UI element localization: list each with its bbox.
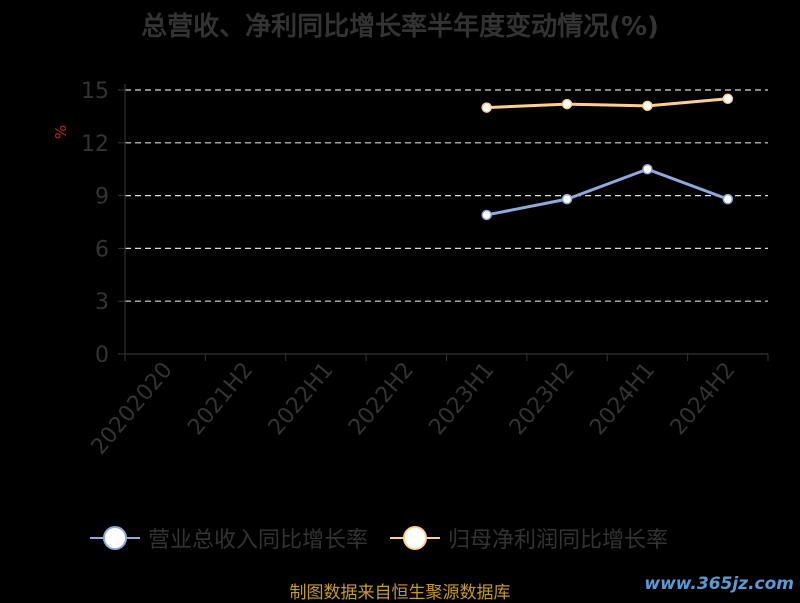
- legend-swatch-revenue: [90, 525, 140, 551]
- y-tick-label: 6: [95, 237, 109, 262]
- y-tick-label: 15: [81, 79, 109, 104]
- data-point: [561, 98, 573, 110]
- series-line-0: [486, 167, 729, 217]
- x-tick-label: 2022H1: [264, 358, 339, 440]
- data-point: [642, 163, 653, 175]
- data-point: [722, 93, 734, 105]
- data-point: [722, 193, 734, 205]
- y-tick-label: 12: [81, 132, 109, 157]
- legend-item-net-profit[interactable]: 归母净利润同比增长率: [390, 522, 668, 554]
- x-tick-label: 2021H2: [183, 358, 258, 440]
- legend-item-revenue[interactable]: 营业总收入同比增长率: [90, 522, 368, 554]
- data-point: [561, 193, 573, 205]
- x-tick-label: 2024H1: [585, 358, 660, 440]
- data-source-note: 制图数据来自恒生聚源数据库: [289, 583, 511, 603]
- data-point: [481, 209, 492, 221]
- y-tick-label: 3: [95, 290, 109, 315]
- data-point: [481, 102, 492, 113]
- data-point: [642, 100, 653, 112]
- x-tick-label: 20202020: [87, 358, 178, 460]
- x-tick-label: 2023H1: [425, 358, 500, 440]
- watermark: www.365jz.com: [644, 574, 794, 594]
- legend-swatch-net-profit: [390, 525, 441, 551]
- y-axis-label: %: [52, 125, 70, 139]
- y-tick-label: 9: [95, 185, 109, 210]
- legend-label-revenue: 营业总收入同比增长率: [148, 528, 369, 553]
- legend-label-net-profit: 归母净利润同比增长率: [448, 528, 669, 553]
- chart-title: 总营收、净利同比增长率半年度变动情况(%): [141, 12, 659, 42]
- y-tick-label: 0: [95, 343, 109, 368]
- x-tick-label: 2022H2: [344, 358, 419, 440]
- x-tick-label: 2023H2: [505, 358, 580, 440]
- series-line-1: [486, 97, 728, 110]
- legend: 营业总收入同比增长率 归母净利润同比增长率: [90, 522, 690, 554]
- x-tick-label: 2024H2: [666, 358, 741, 440]
